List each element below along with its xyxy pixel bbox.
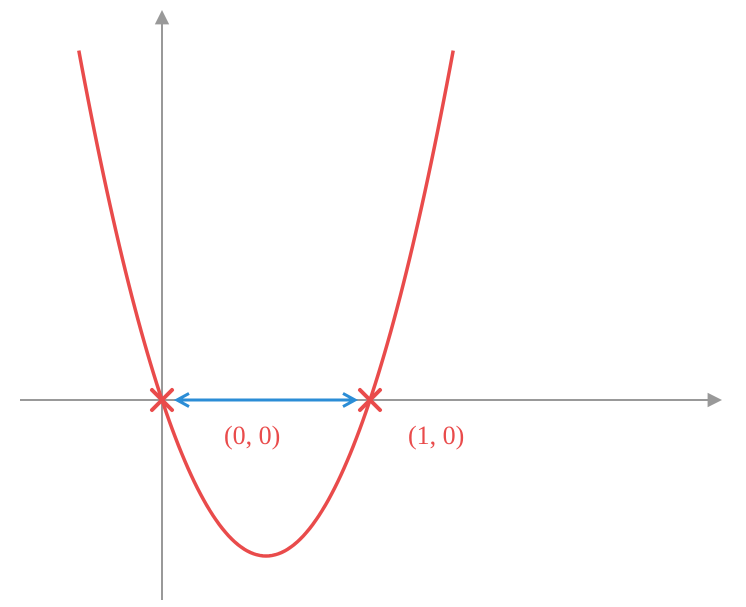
point-label: (0, 0): [224, 421, 280, 450]
x-axis-arrowhead-icon: [708, 393, 722, 407]
parabola-curve: [79, 51, 453, 556]
point-label: (1, 0): [408, 421, 464, 450]
y-axis-arrowhead-icon: [155, 10, 169, 24]
parabola-plot: (0, 0) (1, 0): [0, 0, 746, 607]
